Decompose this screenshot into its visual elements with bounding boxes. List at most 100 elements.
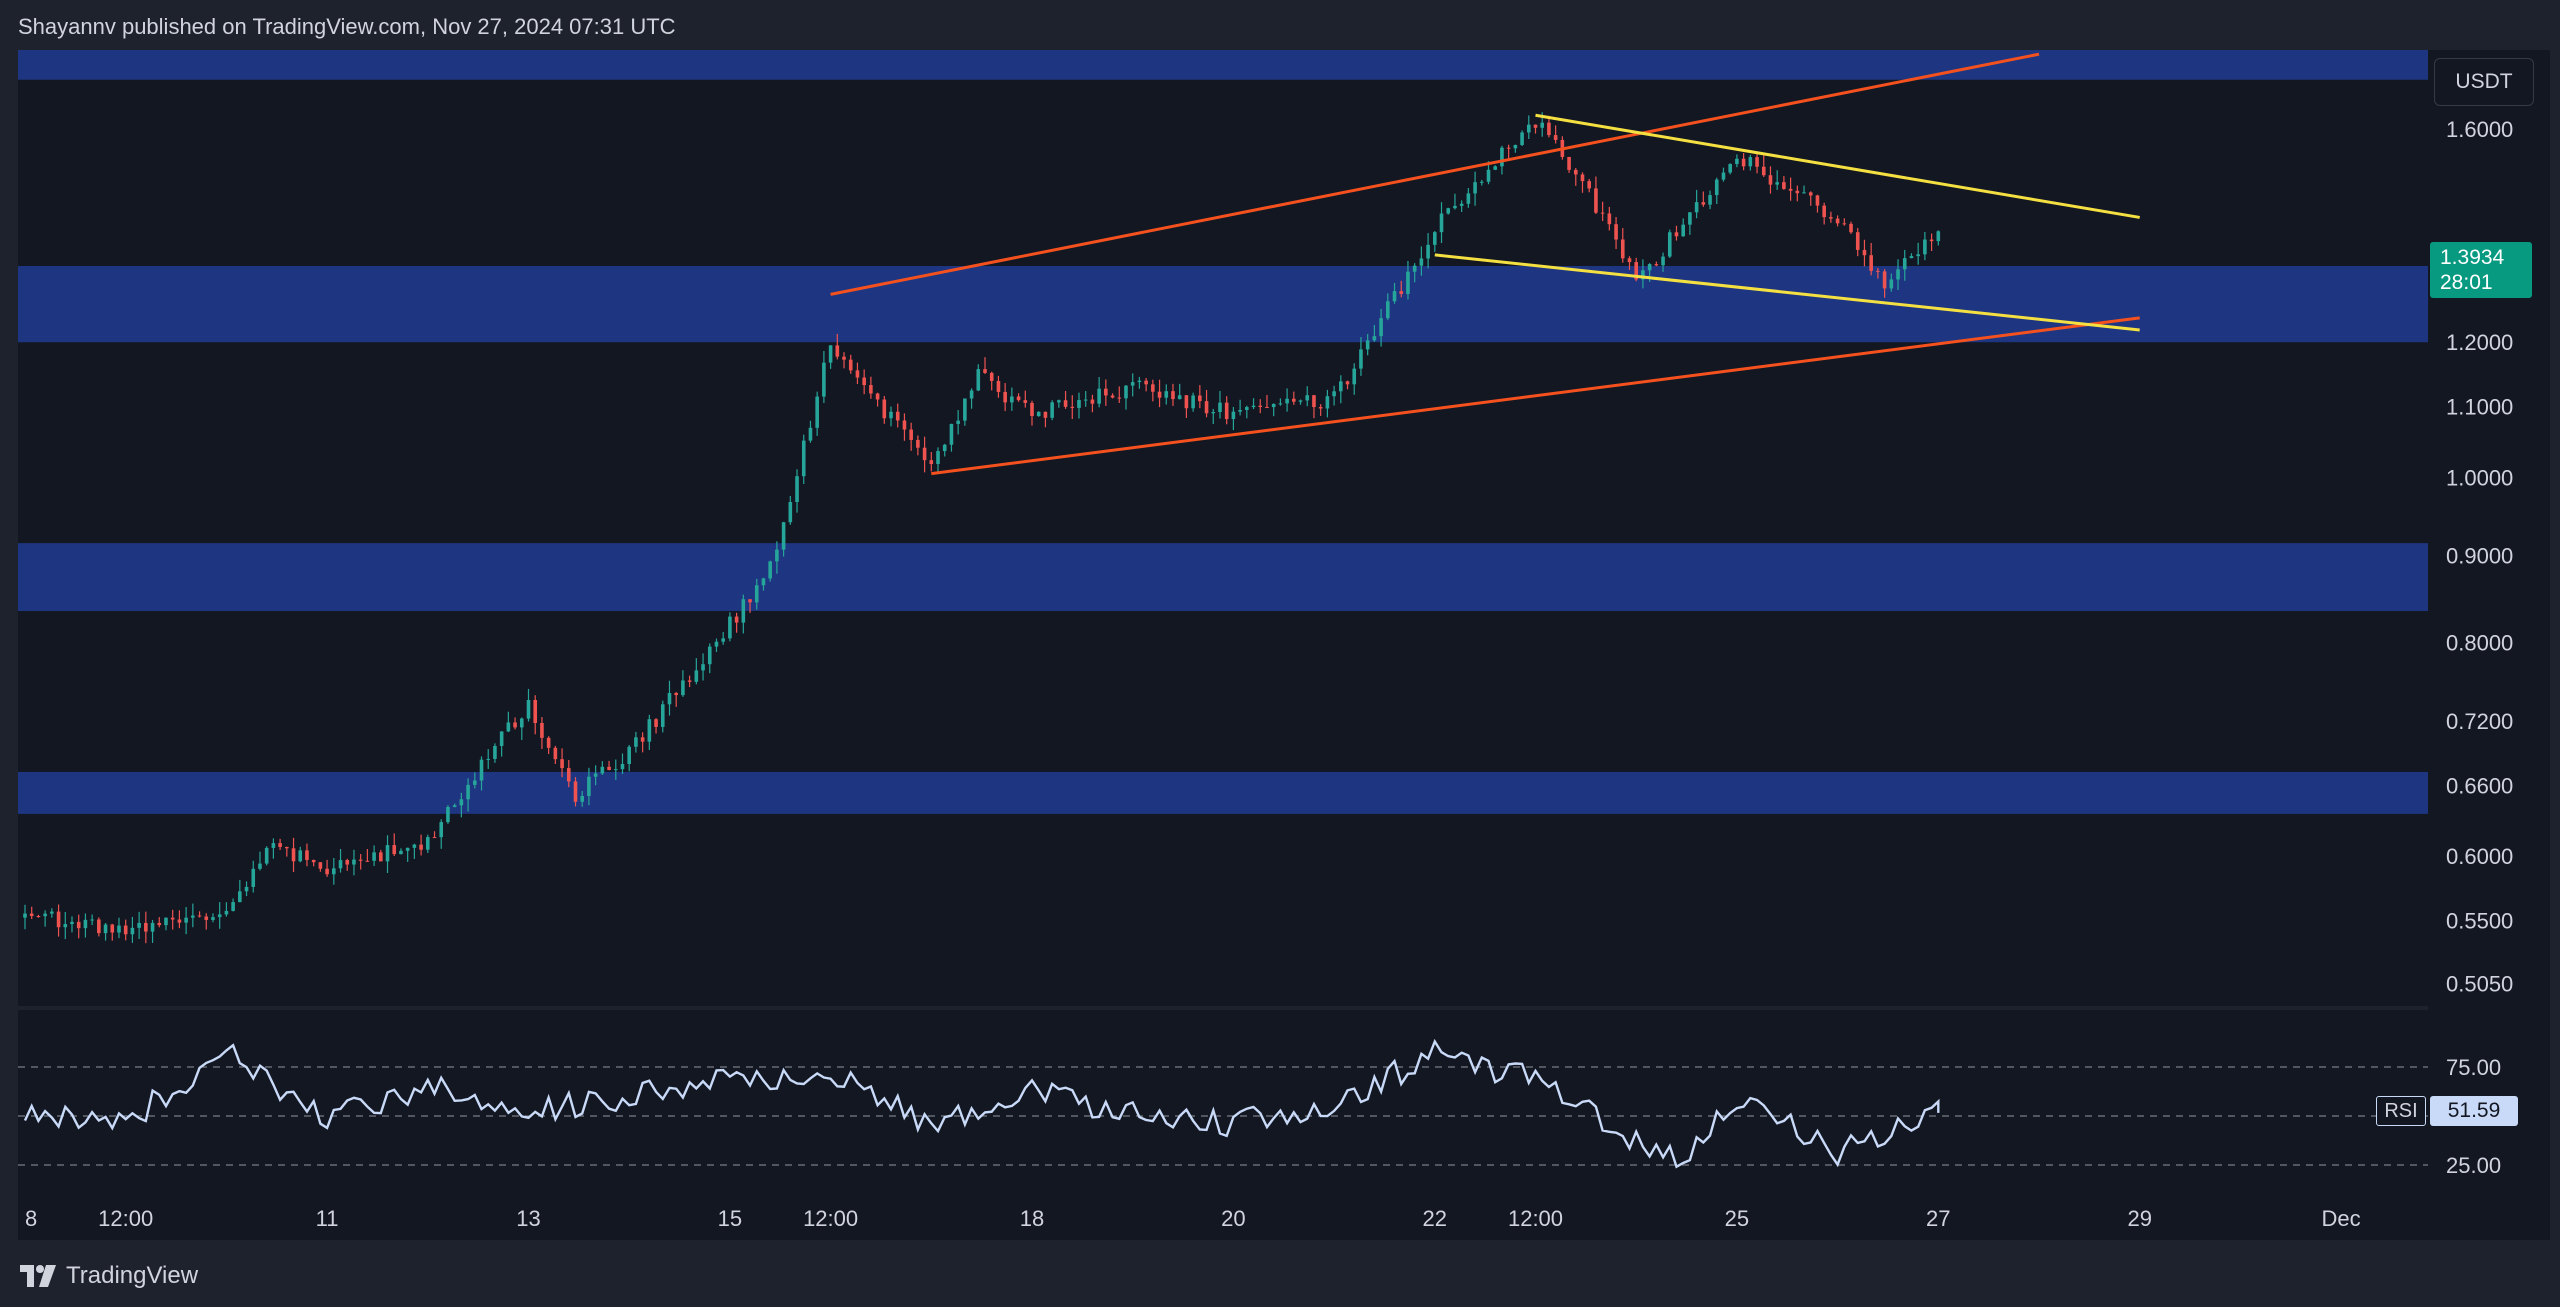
candle-body — [869, 385, 873, 394]
candle-body — [332, 868, 336, 875]
candle-body — [956, 420, 960, 424]
candle-body — [909, 429, 913, 440]
candle-body — [271, 843, 276, 848]
candle-body — [1533, 124, 1538, 128]
candle-body — [446, 806, 450, 823]
candle-body — [587, 776, 591, 796]
candle-body — [842, 356, 846, 360]
candle-body — [130, 927, 135, 935]
candle-body — [546, 737, 551, 748]
candle-body — [392, 845, 397, 855]
currency-button[interactable]: USDT — [2434, 58, 2534, 106]
rsi-pane[interactable] — [18, 1010, 2428, 1198]
candle-body — [1882, 271, 1887, 289]
candle-body — [1627, 258, 1632, 263]
candle-body — [1587, 181, 1592, 189]
candle-body — [1822, 205, 1826, 218]
candle-body — [1251, 405, 1256, 408]
price-axis-ticks: 1.6000 1.2000 1.1000 1.0000 0.9000 0.8000 0.72… — [2446, 117, 2513, 997]
time-tick-label: 15 — [718, 1206, 742, 1231]
tradingview-logo-icon — [20, 1265, 56, 1287]
price-tick-label: 1.1000 — [2446, 395, 2513, 420]
candle-body — [1768, 175, 1773, 185]
candle-body — [1923, 239, 1927, 255]
time-tick-label: 13 — [516, 1206, 540, 1231]
candle-body — [311, 859, 316, 863]
candle-body — [1607, 213, 1612, 225]
candle-body — [1520, 132, 1524, 146]
candle-body — [1728, 164, 1732, 173]
candle-body — [1238, 410, 1242, 412]
candle-body — [466, 784, 470, 800]
rsi-level-label: 25.00 — [2446, 1153, 2501, 1178]
candle-body — [1124, 385, 1128, 399]
candle-body — [1453, 205, 1457, 209]
candlestick-series — [23, 112, 1941, 944]
candle-body — [1580, 174, 1585, 182]
candle-body — [654, 719, 658, 727]
candle-body — [1540, 122, 1545, 128]
brand-footer[interactable]: TradingView — [18, 1258, 198, 1294]
candle-body — [1406, 271, 1410, 294]
candle-body — [1721, 172, 1726, 180]
candle-body — [1130, 382, 1135, 386]
candle-body — [1681, 224, 1685, 237]
candle-body — [600, 766, 605, 774]
candle-body — [1057, 400, 1061, 403]
time-axis[interactable] — [18, 1198, 2428, 1240]
trendlines[interactable] — [830, 52, 2140, 476]
candle-body — [1862, 249, 1867, 256]
candle-body — [325, 868, 329, 875]
candle-body — [1674, 232, 1679, 237]
candle-body — [835, 345, 840, 357]
candle-body — [1855, 232, 1860, 250]
candle-body — [123, 925, 128, 935]
price-tick-label: 0.9000 — [2446, 543, 2513, 568]
rsi-name-label[interactable]: RSI — [2376, 1096, 2426, 1126]
price-tick-label: 0.8000 — [2446, 631, 2513, 656]
candle-body — [439, 822, 444, 838]
candle-body — [768, 561, 772, 579]
candle-body — [822, 362, 826, 397]
candle-body — [1661, 256, 1665, 266]
candle-body — [1298, 400, 1303, 402]
candle-body — [1761, 166, 1766, 176]
candle-body — [1506, 147, 1511, 149]
candle-body — [1157, 391, 1162, 398]
candle-body — [1714, 179, 1719, 196]
candle-body — [1050, 402, 1054, 418]
candle-body — [345, 860, 350, 865]
candle-body — [211, 917, 215, 920]
candle-body — [607, 766, 611, 770]
candle-body — [144, 922, 148, 932]
candle-body — [244, 886, 249, 892]
candle-body — [795, 476, 799, 503]
candle-body — [1835, 218, 1840, 224]
candle-body — [278, 843, 282, 847]
trendline — [830, 52, 2040, 296]
rsi-level-label: 75.00 — [2446, 1055, 2501, 1080]
candle-body — [916, 439, 920, 448]
candle-body — [137, 922, 141, 928]
candle-body — [258, 863, 262, 869]
candle-body — [1788, 188, 1793, 191]
candle-body — [714, 641, 719, 647]
candle-body — [1278, 403, 1283, 405]
candle-body — [1688, 212, 1692, 225]
candle-body — [640, 737, 645, 742]
candle-body — [1332, 391, 1336, 397]
candle-body — [1043, 411, 1048, 418]
candle-body — [1077, 399, 1081, 408]
candle-body — [573, 781, 578, 802]
candle-body — [1620, 239, 1625, 259]
last-price-badge: 1.3934 28:01 — [2430, 242, 2532, 298]
candle-body — [1379, 318, 1383, 337]
candle-body — [1318, 407, 1323, 409]
candle-body — [593, 773, 598, 777]
candle-body — [540, 722, 544, 738]
candle-body — [1036, 411, 1041, 417]
candle-body — [1775, 182, 1779, 185]
candle-body — [1439, 213, 1444, 233]
candle-body — [1647, 264, 1652, 271]
